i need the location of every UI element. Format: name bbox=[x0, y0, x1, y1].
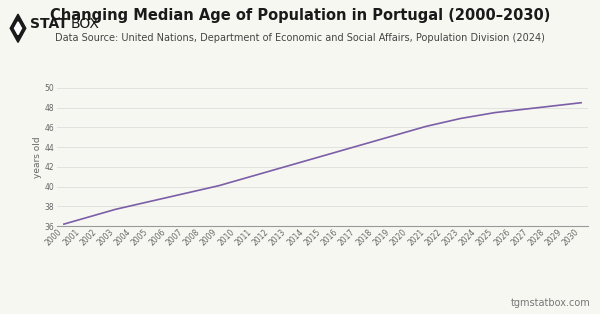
Text: Data Source: United Nations, Department of Economic and Social Affairs, Populati: Data Source: United Nations, Department … bbox=[55, 33, 545, 43]
Text: BOX: BOX bbox=[71, 17, 100, 31]
Text: tgmstatbox.com: tgmstatbox.com bbox=[511, 298, 591, 308]
Text: STAT: STAT bbox=[30, 17, 68, 31]
Text: Changing Median Age of Population in Portugal (2000–2030): Changing Median Age of Population in Por… bbox=[50, 8, 550, 23]
Y-axis label: years old: years old bbox=[32, 136, 41, 178]
